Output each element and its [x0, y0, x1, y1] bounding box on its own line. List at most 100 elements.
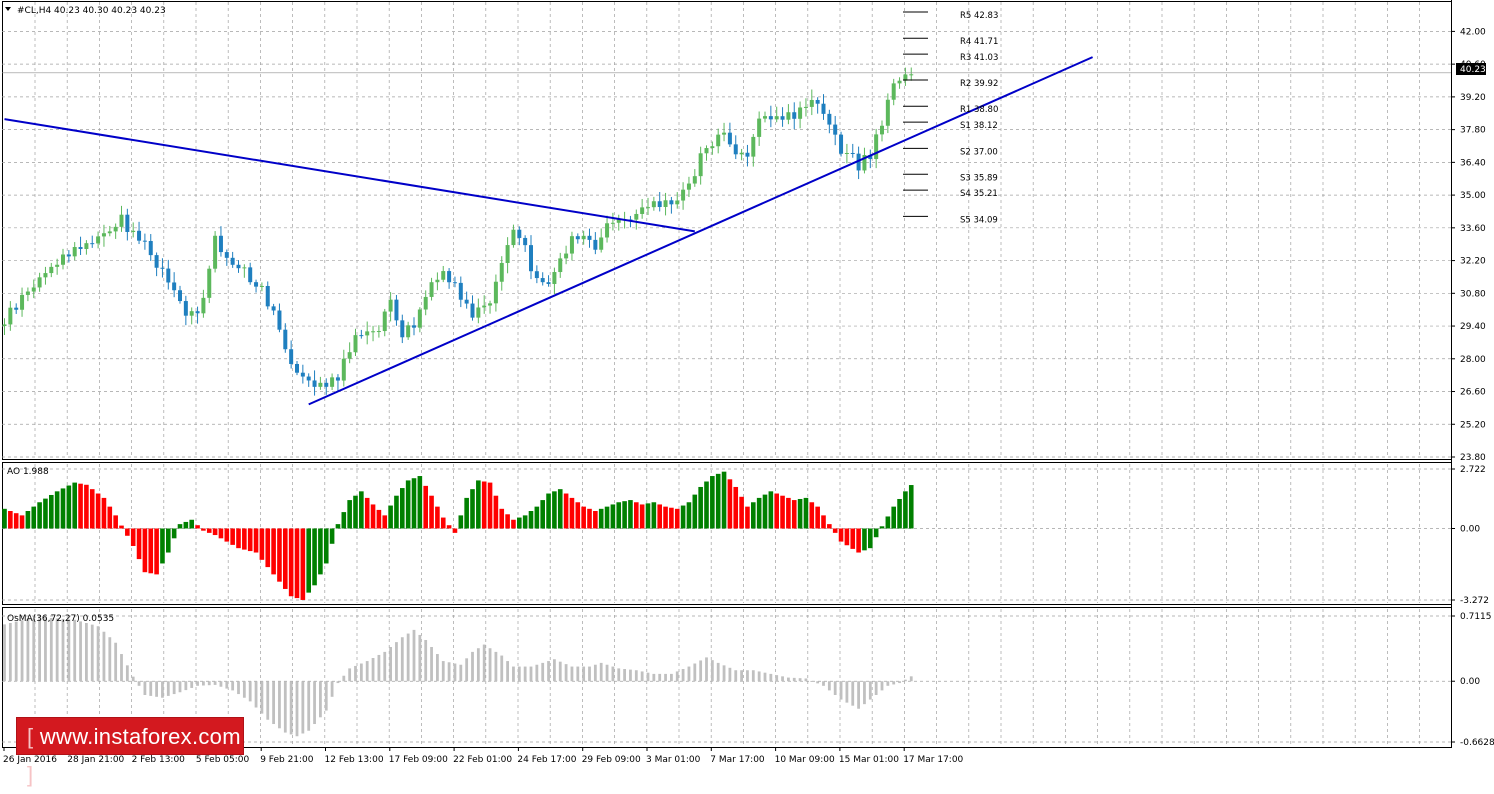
candle-body	[178, 290, 182, 302]
ao-bar	[873, 528, 879, 538]
candle-body	[558, 258, 563, 273]
candle-body	[774, 116, 779, 120]
candle-body	[189, 311, 194, 316]
pivot-label: S3 35.89	[960, 173, 998, 183]
osma-bar	[90, 624, 94, 682]
ao-bar	[130, 528, 136, 546]
candle-body	[230, 257, 235, 265]
osma-bar	[395, 642, 398, 682]
ao-bar	[669, 507, 674, 529]
candle-body	[236, 264, 241, 269]
ao-bar	[815, 506, 820, 529]
pivot-label: R3 41.03	[960, 53, 998, 63]
osma-bar	[845, 681, 849, 703]
ao-bar	[364, 497, 370, 529]
osma-bar	[79, 621, 82, 682]
osma-bar	[149, 681, 153, 696]
ao-bar	[265, 528, 271, 568]
ao-bar	[470, 489, 475, 529]
ao-bar	[464, 497, 469, 529]
osma-bar	[687, 666, 691, 682]
chart-title: #CL,H4 40.23 40.30 40.23 40.23	[17, 6, 166, 16]
osma-bar	[49, 617, 53, 682]
ao-bar	[388, 505, 393, 529]
ao-bar	[821, 515, 826, 529]
ao-bar	[663, 506, 668, 529]
candle-body	[218, 235, 223, 253]
candle-body	[107, 231, 112, 234]
candle-body	[125, 214, 130, 232]
candle-body	[803, 106, 808, 108]
candle-body	[716, 134, 721, 147]
panel-frame	[2, 1, 1452, 460]
candle-body	[839, 134, 844, 154]
osma-bar	[558, 661, 562, 682]
ao-bar	[429, 495, 434, 529]
osma-bar	[517, 666, 521, 682]
ao-bar	[294, 528, 300, 599]
candle-body	[283, 329, 288, 350]
osma-bar	[705, 657, 708, 682]
osma-bar	[424, 639, 428, 682]
ao-bar	[481, 481, 487, 529]
ao-bar	[411, 478, 417, 529]
candle-body	[25, 291, 30, 295]
dropdown-triangle-icon[interactable]	[5, 7, 11, 11]
candle-body	[96, 236, 101, 244]
ao-bar	[236, 528, 241, 549]
candle-body	[172, 282, 177, 291]
y-tick-label: 42.00	[1460, 27, 1486, 37]
candle-body	[90, 243, 95, 245]
osma-bar	[459, 664, 463, 682]
ao-bar	[107, 506, 113, 529]
ao-bar	[259, 528, 265, 560]
ao-bar	[166, 528, 171, 553]
osma-bar	[447, 662, 451, 682]
osma-bar	[161, 681, 164, 698]
pivot-label: S1 38.12	[960, 121, 998, 131]
osma-bar	[131, 676, 135, 682]
osma-bar	[441, 661, 445, 682]
osma-bar	[857, 681, 860, 709]
osma-bar	[178, 681, 182, 693]
candle-body	[517, 229, 522, 238]
osma-bar	[125, 665, 129, 682]
ao-bar	[604, 506, 610, 529]
candle-body	[131, 230, 136, 232]
candle-body	[335, 377, 340, 381]
pivot-label: R2 39.92	[960, 79, 998, 89]
candle-body	[66, 254, 71, 257]
osma-bar	[880, 681, 884, 691]
osma-bar	[436, 654, 439, 682]
ao-bar	[534, 506, 540, 529]
x-tick-label: 15 Mar 01:00	[839, 755, 899, 765]
chart-canvas: R5 42.83 R4 41.71 R3 41.03 R2 39.92 R1 38.80…	[2, 0, 1494, 765]
candle-body	[248, 267, 253, 283]
osma-bar	[137, 681, 141, 686]
candle-body	[874, 134, 879, 160]
ao-bar	[148, 528, 154, 574]
candle-body	[406, 325, 411, 338]
osma-bar	[55, 618, 59, 682]
ao-bar	[546, 493, 551, 529]
candle-body	[101, 233, 106, 237]
candle-body	[31, 287, 36, 292]
osma-bar	[898, 681, 901, 684]
candle-body	[792, 112, 797, 119]
osma-bar	[254, 681, 258, 708]
osma-bar	[892, 681, 896, 685]
ao-bar	[704, 481, 709, 529]
osma-bar	[810, 680, 814, 682]
ao-bar	[797, 498, 803, 529]
osma-bar	[400, 637, 404, 682]
candle-body	[821, 103, 826, 114]
osma-bar	[553, 659, 556, 682]
ao-bar	[862, 528, 867, 551]
ao-bar	[323, 528, 329, 564]
osma-bar	[67, 619, 71, 682]
time-axis: 26 Jan 2016 28 Jan 21:00 2 Feb 13:00 5 Feb …	[3, 747, 964, 765]
osma-bar	[377, 654, 381, 682]
ao-bar	[856, 528, 861, 553]
ao-bar	[31, 506, 37, 529]
candle-body	[751, 136, 756, 157]
